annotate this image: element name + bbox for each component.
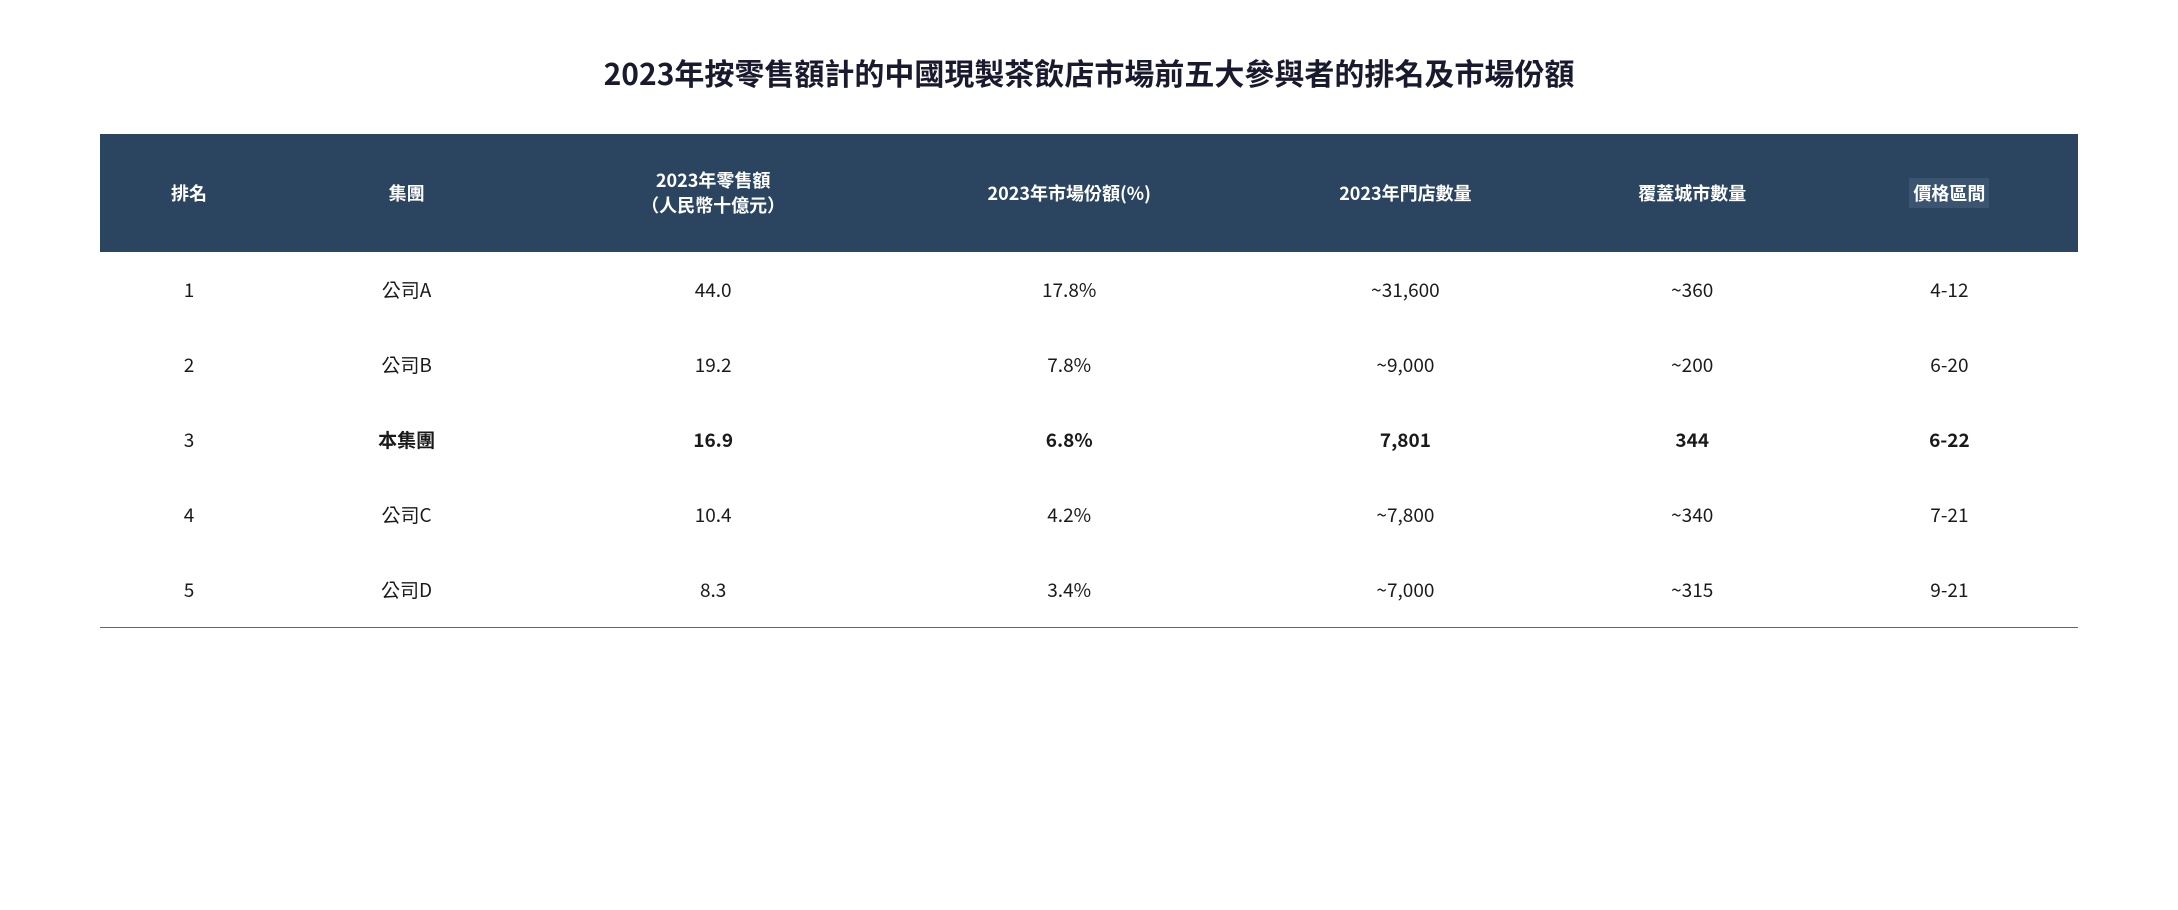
cell-share: 6.8% (891, 402, 1247, 477)
cell-stores: ~31,600 (1247, 252, 1563, 327)
cell-rank: 3 (100, 402, 278, 477)
cell-group: 公司A (278, 252, 535, 327)
cell-price: 7-21 (1821, 477, 2078, 552)
cell-price: 6-20 (1821, 327, 2078, 402)
header-cities: 覆蓋城市數量 (1564, 134, 1821, 252)
header-stores: 2023年門店數量 (1247, 134, 1563, 252)
cell-group: 公司B (278, 327, 535, 402)
cell-cities: ~360 (1564, 252, 1821, 327)
cell-retail: 19.2 (535, 327, 891, 402)
cell-retail: 8.3 (535, 552, 891, 628)
cell-cities: ~315 (1564, 552, 1821, 628)
cell-price: 4-12 (1821, 252, 2078, 327)
table-body: 1 公司A 44.0 17.8% ~31,600 ~360 4-12 2 公司B… (100, 252, 2078, 628)
header-share: 2023年市場份額(%) (891, 134, 1247, 252)
table-row-highlighted: 3 本集團 16.9 6.8% 7,801 344 6-22 (100, 402, 2078, 477)
table-row: 2 公司B 19.2 7.8% ~9,000 ~200 6-20 (100, 327, 2078, 402)
cell-stores: 7,801 (1247, 402, 1563, 477)
cell-group: 本集團 (278, 402, 535, 477)
table-header-row: 排名 集團 2023年零售額（人民幣十億元） 2023年市場份額(%) 2023… (100, 134, 2078, 252)
cell-rank: 1 (100, 252, 278, 327)
cell-rank: 4 (100, 477, 278, 552)
cell-stores: ~9,000 (1247, 327, 1563, 402)
cell-cities: ~200 (1564, 327, 1821, 402)
cell-stores: ~7,000 (1247, 552, 1563, 628)
header-rank: 排名 (100, 134, 278, 252)
cell-share: 3.4% (891, 552, 1247, 628)
market-share-table: 排名 集團 2023年零售額（人民幣十億元） 2023年市場份額(%) 2023… (100, 134, 2078, 628)
cell-share: 7.8% (891, 327, 1247, 402)
cell-rank: 5 (100, 552, 278, 628)
cell-cities: 344 (1564, 402, 1821, 477)
table-row: 5 公司D 8.3 3.4% ~7,000 ~315 9-21 (100, 552, 2078, 628)
cell-stores: ~7,800 (1247, 477, 1563, 552)
cell-share: 17.8% (891, 252, 1247, 327)
cell-price: 6-22 (1821, 402, 2078, 477)
cell-retail: 44.0 (535, 252, 891, 327)
cell-rank: 2 (100, 327, 278, 402)
cell-share: 4.2% (891, 477, 1247, 552)
cell-cities: ~340 (1564, 477, 1821, 552)
table-row: 1 公司A 44.0 17.8% ~31,600 ~360 4-12 (100, 252, 2078, 327)
table-row: 4 公司C 10.4 4.2% ~7,800 ~340 7-21 (100, 477, 2078, 552)
cell-group: 公司D (278, 552, 535, 628)
header-group: 集團 (278, 134, 535, 252)
cell-price: 9-21 (1821, 552, 2078, 628)
cell-group: 公司C (278, 477, 535, 552)
cell-retail: 10.4 (535, 477, 891, 552)
header-price: 價格區間 (1821, 134, 2078, 252)
cell-retail: 16.9 (535, 402, 891, 477)
page-title: 2023年按零售額計的中國現製茶飲店市場前五大參與者的排名及市場份額 (100, 50, 2078, 94)
market-table-container: 排名 集團 2023年零售額（人民幣十億元） 2023年市場份額(%) 2023… (100, 134, 2078, 628)
header-retail: 2023年零售額（人民幣十億元） (535, 134, 891, 252)
